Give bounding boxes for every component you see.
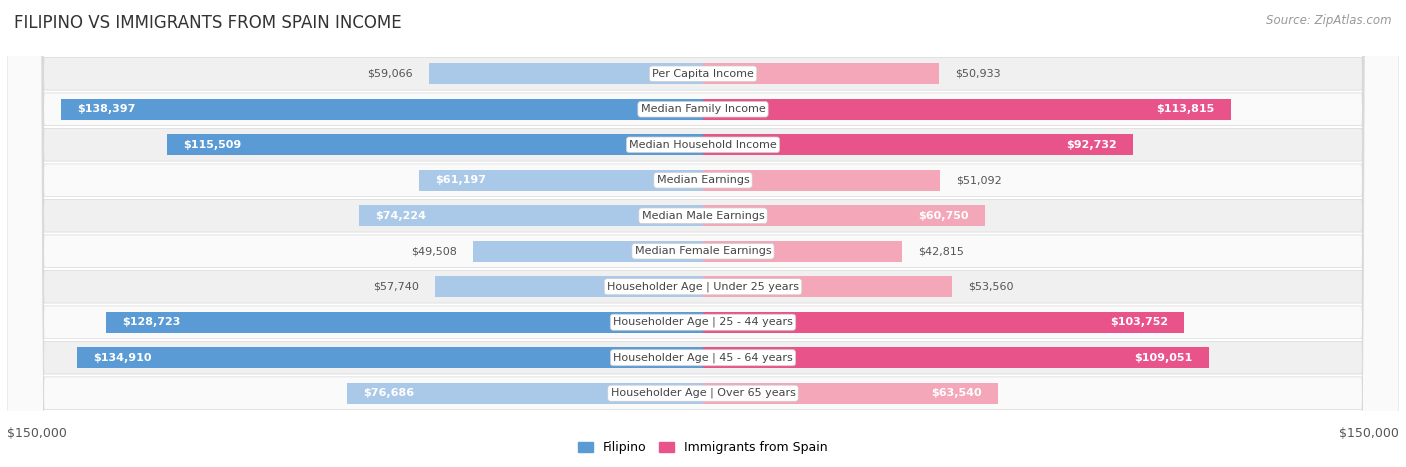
Bar <box>703 205 984 226</box>
FancyBboxPatch shape <box>7 0 1399 467</box>
Bar <box>703 347 1209 368</box>
Bar <box>434 276 703 297</box>
Text: Median Female Earnings: Median Female Earnings <box>634 246 772 256</box>
Bar <box>703 99 1232 120</box>
Text: $128,723: $128,723 <box>122 317 180 327</box>
Bar <box>105 311 703 333</box>
Text: $61,197: $61,197 <box>436 175 486 185</box>
FancyBboxPatch shape <box>7 0 1399 467</box>
Text: $115,509: $115,509 <box>183 140 242 150</box>
Legend: Filipino, Immigrants from Spain: Filipino, Immigrants from Spain <box>578 441 828 454</box>
Bar <box>703 170 941 191</box>
Text: $150,000: $150,000 <box>7 427 67 440</box>
Text: Householder Age | 45 - 64 years: Householder Age | 45 - 64 years <box>613 353 793 363</box>
Text: $103,752: $103,752 <box>1109 317 1168 327</box>
Text: $53,560: $53,560 <box>967 282 1014 292</box>
Bar <box>347 382 703 404</box>
FancyBboxPatch shape <box>7 0 1399 467</box>
Text: Per Capita Income: Per Capita Income <box>652 69 754 79</box>
Bar <box>474 241 703 262</box>
FancyBboxPatch shape <box>7 0 1399 467</box>
Text: $63,540: $63,540 <box>931 388 981 398</box>
Bar <box>429 63 703 85</box>
Text: Householder Age | Over 65 years: Householder Age | Over 65 years <box>610 388 796 398</box>
FancyBboxPatch shape <box>7 0 1399 467</box>
Text: Median Male Earnings: Median Male Earnings <box>641 211 765 221</box>
Bar <box>703 134 1133 156</box>
Text: $76,686: $76,686 <box>363 388 415 398</box>
Bar <box>703 63 939 85</box>
Text: Median Earnings: Median Earnings <box>657 175 749 185</box>
Bar <box>703 241 901 262</box>
Text: $109,051: $109,051 <box>1135 353 1192 363</box>
Text: $74,224: $74,224 <box>375 211 426 221</box>
Text: $49,508: $49,508 <box>411 246 457 256</box>
Bar <box>703 276 952 297</box>
Text: $59,066: $59,066 <box>367 69 413 79</box>
Bar <box>167 134 703 156</box>
Text: $134,910: $134,910 <box>93 353 152 363</box>
Text: $57,740: $57,740 <box>373 282 419 292</box>
Bar <box>703 382 998 404</box>
Text: Source: ZipAtlas.com: Source: ZipAtlas.com <box>1267 14 1392 27</box>
Text: $51,092: $51,092 <box>956 175 1002 185</box>
FancyBboxPatch shape <box>7 0 1399 467</box>
FancyBboxPatch shape <box>7 0 1399 467</box>
Text: $113,815: $113,815 <box>1157 104 1215 114</box>
FancyBboxPatch shape <box>7 0 1399 467</box>
Text: $42,815: $42,815 <box>918 246 963 256</box>
Text: $50,933: $50,933 <box>956 69 1001 79</box>
Text: $60,750: $60,750 <box>918 211 969 221</box>
Text: Median Family Income: Median Family Income <box>641 104 765 114</box>
Bar <box>359 205 703 226</box>
Text: $92,732: $92,732 <box>1066 140 1116 150</box>
Text: FILIPINO VS IMMIGRANTS FROM SPAIN INCOME: FILIPINO VS IMMIGRANTS FROM SPAIN INCOME <box>14 14 402 32</box>
Bar <box>703 311 1184 333</box>
Bar <box>77 347 703 368</box>
Bar <box>419 170 703 191</box>
Text: Householder Age | Under 25 years: Householder Age | Under 25 years <box>607 282 799 292</box>
Text: $138,397: $138,397 <box>77 104 135 114</box>
FancyBboxPatch shape <box>7 0 1399 467</box>
Bar <box>60 99 703 120</box>
Text: $150,000: $150,000 <box>1339 427 1399 440</box>
Text: Householder Age | 25 - 44 years: Householder Age | 25 - 44 years <box>613 317 793 327</box>
Text: Median Household Income: Median Household Income <box>628 140 778 150</box>
FancyBboxPatch shape <box>7 0 1399 467</box>
